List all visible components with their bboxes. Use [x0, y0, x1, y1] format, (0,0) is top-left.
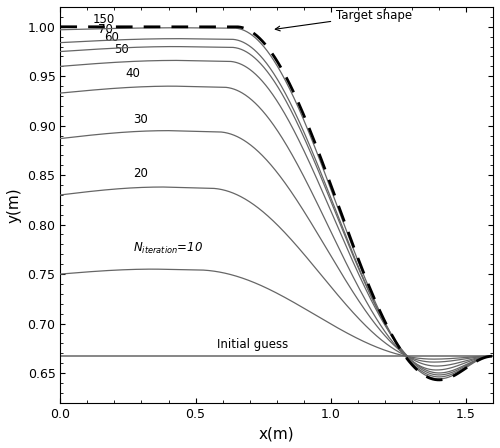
- Text: Initial guess: Initial guess: [217, 338, 288, 351]
- Text: 30: 30: [134, 113, 148, 126]
- Y-axis label: y(m): y(m): [7, 187, 22, 223]
- Text: 70: 70: [98, 23, 113, 36]
- Text: 40: 40: [126, 67, 140, 80]
- Text: Target shape: Target shape: [276, 9, 412, 31]
- Text: 20: 20: [134, 167, 148, 180]
- Text: 60: 60: [104, 30, 118, 43]
- Text: 50: 50: [114, 43, 129, 56]
- Text: $N_{\mathit{iteration}}$=10: $N_{\mathit{iteration}}$=10: [134, 241, 204, 256]
- Text: 150: 150: [93, 13, 115, 26]
- X-axis label: x(m): x(m): [259, 426, 294, 441]
